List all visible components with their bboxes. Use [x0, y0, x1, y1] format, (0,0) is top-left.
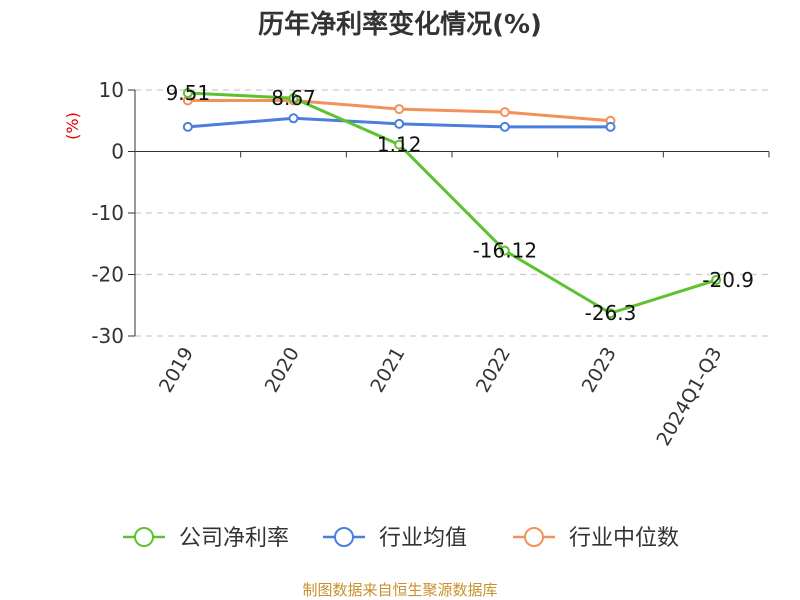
data-point	[711, 275, 722, 286]
data-point	[499, 121, 510, 132]
data-label: -26.3	[585, 301, 637, 325]
y-axis-label: (%)	[63, 112, 82, 140]
chart-title: 历年净利率变化情况(%)	[258, 9, 542, 40]
legend-label: 公司净利率	[179, 526, 289, 551]
y-tick-label: -30	[91, 324, 124, 348]
series-line	[187, 91, 717, 315]
legend-label: 行业均值	[379, 526, 467, 551]
data-point	[394, 118, 405, 129]
data-label: -20.9	[702, 268, 754, 292]
data-point	[394, 139, 405, 150]
data-labels: 9.51 8.67 1.12 -16.12 -26.3 -20.9	[166, 81, 754, 325]
x-tick-label: 2019	[155, 344, 198, 397]
data-point	[499, 245, 510, 256]
data-point	[182, 88, 193, 99]
data-point	[288, 93, 299, 104]
y-tick-label: 0	[111, 140, 124, 164]
data-point	[499, 107, 510, 118]
series-lines	[182, 88, 722, 319]
legend-marker	[524, 527, 544, 547]
y-tick-label: -10	[91, 201, 124, 225]
legend-label: 行业中位数	[569, 526, 679, 551]
data-point	[182, 121, 193, 132]
y-tick-label: 10	[99, 78, 124, 102]
data-point	[605, 121, 616, 132]
x-tick-label: 2021	[366, 344, 409, 397]
x-tick-label: 2024Q1-Q3	[652, 344, 726, 450]
y-tick-label: -20	[91, 263, 124, 287]
data-label: 1.12	[377, 133, 422, 157]
source-note: 制图数据来自恒生聚源数据库	[302, 581, 497, 599]
x-tick-label: 2020	[261, 344, 304, 397]
axes: 10 0 -10 -20 -30 2019 2020 2021 2022 2023 2024Q1-Q…	[91, 78, 770, 450]
grid-lines	[135, 89, 769, 337]
x-tick-label: 2023	[578, 344, 621, 397]
data-point	[288, 113, 299, 124]
data-point	[394, 104, 405, 115]
data-label: -16.12	[473, 239, 537, 263]
data-label: 9.51	[166, 81, 211, 105]
legend: 公司净利率 行业均值 行业中位数	[123, 526, 679, 551]
x-tick-label: 2022	[472, 344, 515, 397]
data-point	[605, 308, 616, 319]
data-label: 8.67	[271, 86, 316, 110]
legend-marker	[334, 527, 354, 547]
legend-marker	[134, 527, 154, 547]
